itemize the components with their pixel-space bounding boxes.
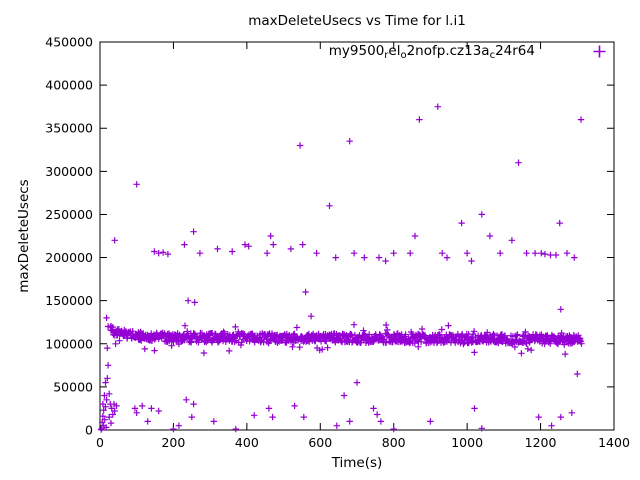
legend: my9500relo2nofp.cz13ac24r64 — [328, 43, 606, 61]
svg-text:150000: 150000 — [45, 293, 93, 308]
svg-text:400: 400 — [235, 435, 259, 450]
svg-text:200: 200 — [161, 435, 185, 450]
x-axis-label: Time(s) — [331, 455, 383, 471]
svg-text:200000: 200000 — [45, 250, 93, 265]
svg-text:100000: 100000 — [45, 336, 93, 351]
svg-text:300000: 300000 — [45, 164, 93, 179]
svg-text:600: 600 — [308, 435, 332, 450]
svg-text:0: 0 — [96, 435, 104, 450]
svg-text:50000: 50000 — [53, 379, 93, 394]
svg-text:1200: 1200 — [525, 435, 557, 450]
svg-text:350000: 350000 — [45, 121, 93, 136]
svg-text:250000: 250000 — [45, 207, 93, 222]
chart-title: maxDeleteUsecs vs Time for l.i1 — [248, 13, 466, 29]
svg-text:1000: 1000 — [451, 435, 483, 450]
svg-text:800: 800 — [382, 435, 406, 450]
y-axis-label: maxDeleteUsecs — [16, 179, 32, 293]
svg-text:400000: 400000 — [45, 78, 93, 93]
svg-text:0: 0 — [85, 423, 93, 438]
data-points — [97, 103, 585, 433]
legend-series-label: my9500relo2nofp.cz13ac24r64 — [328, 43, 535, 61]
svg-text:450000: 450000 — [45, 35, 93, 50]
plus-marker-icon — [593, 45, 606, 57]
svg-text:1400: 1400 — [598, 435, 630, 450]
